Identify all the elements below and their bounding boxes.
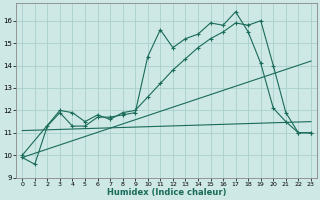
X-axis label: Humidex (Indice chaleur): Humidex (Indice chaleur) [107,188,226,197]
